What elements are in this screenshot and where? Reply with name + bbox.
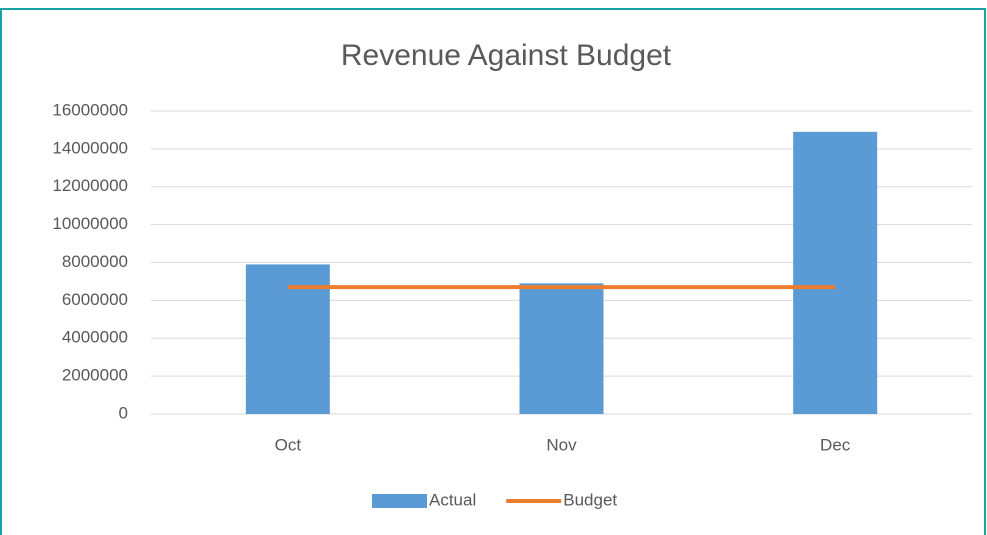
y-tick-label: 16000000 [52,100,128,119]
y-tick-label: 2000000 [62,366,128,385]
x-tick-label: Dec [820,435,851,454]
legend-label: Budget [563,490,617,509]
x-tick-label: Nov [546,435,577,454]
y-tick-label: 8000000 [62,252,128,271]
y-tick-label: 12000000 [52,176,128,195]
bar [519,283,604,414]
y-tick-label: 6000000 [62,290,128,309]
x-tick-label: Oct [275,435,302,454]
legend-label: Actual [429,490,476,509]
y-tick-label: 0 [119,403,128,422]
y-tick-label: 10000000 [52,214,128,233]
chart-title: Revenue Against Budget [341,39,672,72]
y-tick-label: 4000000 [62,328,128,347]
bar [793,131,878,415]
legend-swatch [372,494,427,508]
bar [245,264,330,414]
y-tick-label: 14000000 [52,138,128,157]
